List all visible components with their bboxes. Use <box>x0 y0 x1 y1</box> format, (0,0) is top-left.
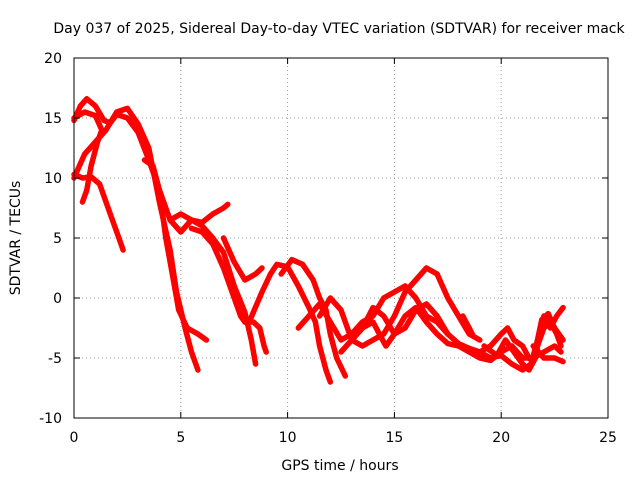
y-axis-label: SDTVAR / TECUs <box>8 181 24 296</box>
x-axis-label: GPS time / hours <box>281 458 398 474</box>
y-tick-label: -10 <box>39 411 62 427</box>
series-line-satellite-track-5 <box>141 157 210 343</box>
y-tick-labels: -10 -5 0 5 10 15 20 <box>39 51 62 427</box>
series-line-satellite-track-3 <box>71 109 105 205</box>
chart-title: Day 037 of 2025, Sidereal Day-to-day VTE… <box>53 21 625 37</box>
series-line-satellite-track-7 <box>188 225 248 325</box>
series-line-satellite-track-13 <box>316 265 483 349</box>
series-line-satellite-track-4 <box>71 171 126 253</box>
y-tick-label: 20 <box>44 51 62 67</box>
series-line-satellite-track-19 <box>487 310 566 373</box>
series-line-satellite-track-11 <box>278 256 349 379</box>
y-tick-label: 15 <box>44 111 62 127</box>
series-group <box>71 96 566 385</box>
x-tick-label: 0 <box>70 430 79 446</box>
series-line-satellite-track-6 <box>167 201 231 226</box>
x-tick-labels: 0 5 10 15 20 25 <box>70 430 617 446</box>
series-line-satellite-track-20 <box>530 343 566 365</box>
y-tick-label: 5 <box>53 231 62 247</box>
x-tick-label: 10 <box>279 430 297 446</box>
series-line-satellite-track-10 <box>246 261 334 385</box>
y-tick-label: 10 <box>44 171 62 187</box>
series-line-satellite-track-8 <box>220 235 265 283</box>
y-tick-label: -5 <box>48 351 62 367</box>
series-line-satellite-track-2 <box>71 105 201 373</box>
tick-group <box>73 57 609 419</box>
y-tick-label: 0 <box>53 291 62 307</box>
x-tick-label: 15 <box>385 430 403 446</box>
series-line-satellite-track-16 <box>460 313 477 340</box>
x-tick-label: 20 <box>492 430 510 446</box>
x-tick-label: 5 <box>176 430 185 446</box>
x-tick-label: 25 <box>599 430 617 446</box>
